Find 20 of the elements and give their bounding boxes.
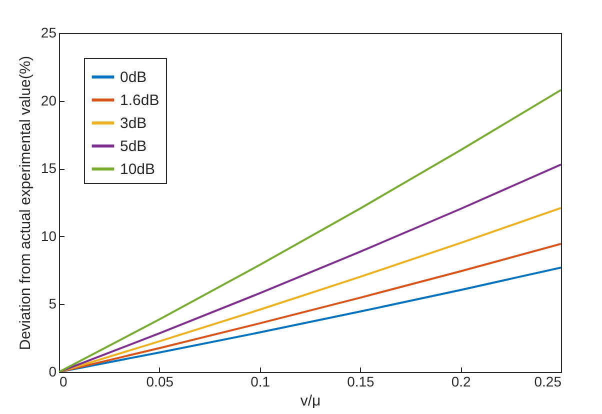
y-axis-title: Deviation from actual experimental value(%)	[16, 56, 34, 350]
legend-label: 5dB	[120, 138, 147, 155]
x-tick-label: 0.05	[146, 374, 174, 390]
line-series	[59, 164, 561, 372]
x-tick-label: 0.1	[250, 374, 270, 390]
y-tick-label: 15	[40, 160, 57, 176]
x-tick-label: 0.15	[347, 374, 375, 390]
y-tick-label: 10	[40, 228, 57, 244]
y-tick-label: 0	[48, 364, 57, 380]
x-tick-label: 0.2	[451, 374, 472, 390]
y-tick-label: 20	[40, 92, 57, 108]
x-tick-label: 0	[60, 374, 68, 390]
legend-label: 3dB	[120, 115, 147, 132]
x-tick-label: 0.25	[534, 374, 562, 390]
line-series	[59, 88, 561, 372]
y-tick-label: 5	[48, 296, 57, 312]
legend-label: 10dB	[120, 161, 156, 178]
legend-label: 0dB	[120, 69, 147, 86]
y-tick-label: 25	[40, 24, 57, 40]
legend-label: 1.6dB	[120, 92, 160, 109]
